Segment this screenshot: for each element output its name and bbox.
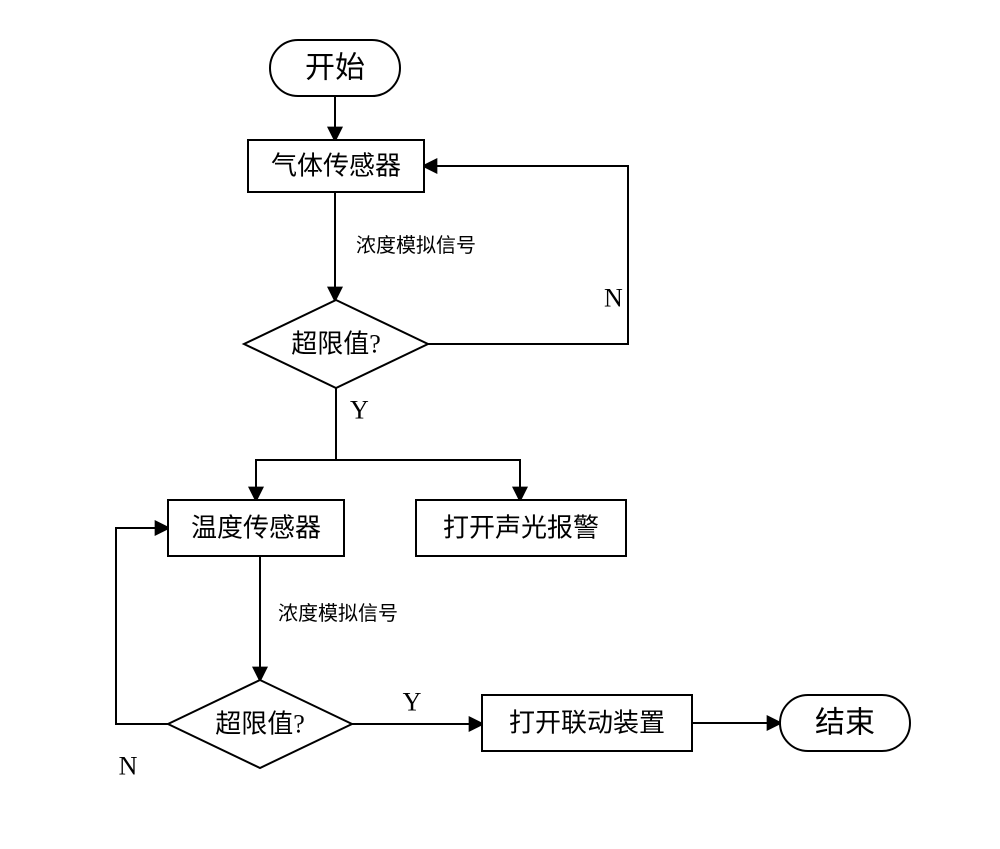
- flowchart-canvas: 浓度模拟信号YN浓度模拟信号YN开始气体传感器超限值?温度传感器打开声光报警超限…: [0, 0, 1000, 849]
- edge: [336, 460, 520, 500]
- node-temp_sensor: 温度传感器: [168, 500, 344, 556]
- node-linkage: 打开联动装置: [482, 695, 692, 751]
- node-label: 打开声光报警: [443, 514, 599, 543]
- edge-label: 浓度模拟信号: [278, 602, 398, 625]
- edge: [256, 388, 336, 500]
- edge-label: N: [119, 752, 138, 781]
- node-label: 开始: [305, 52, 365, 85]
- node-end: 结束: [780, 695, 910, 751]
- edge: [116, 528, 168, 724]
- edge-label: 浓度模拟信号: [356, 234, 476, 257]
- node-gas_sensor: 气体传感器: [248, 140, 424, 192]
- node-decision1: 超限值?: [244, 300, 428, 388]
- node-start: 开始: [270, 40, 400, 96]
- node-label: 超限值?: [215, 710, 305, 739]
- edge-label: N: [604, 284, 623, 313]
- node-label: 结束: [815, 707, 875, 740]
- node-label: 超限值?: [291, 330, 381, 359]
- edge-label: Y: [350, 396, 369, 425]
- node-label: 打开联动装置: [509, 709, 665, 738]
- node-label: 温度传感器: [191, 514, 321, 543]
- node-decision2: 超限值?: [168, 680, 352, 768]
- edge-label: Y: [403, 688, 422, 717]
- node-alarm: 打开声光报警: [416, 500, 626, 556]
- node-label: 气体传感器: [271, 152, 401, 181]
